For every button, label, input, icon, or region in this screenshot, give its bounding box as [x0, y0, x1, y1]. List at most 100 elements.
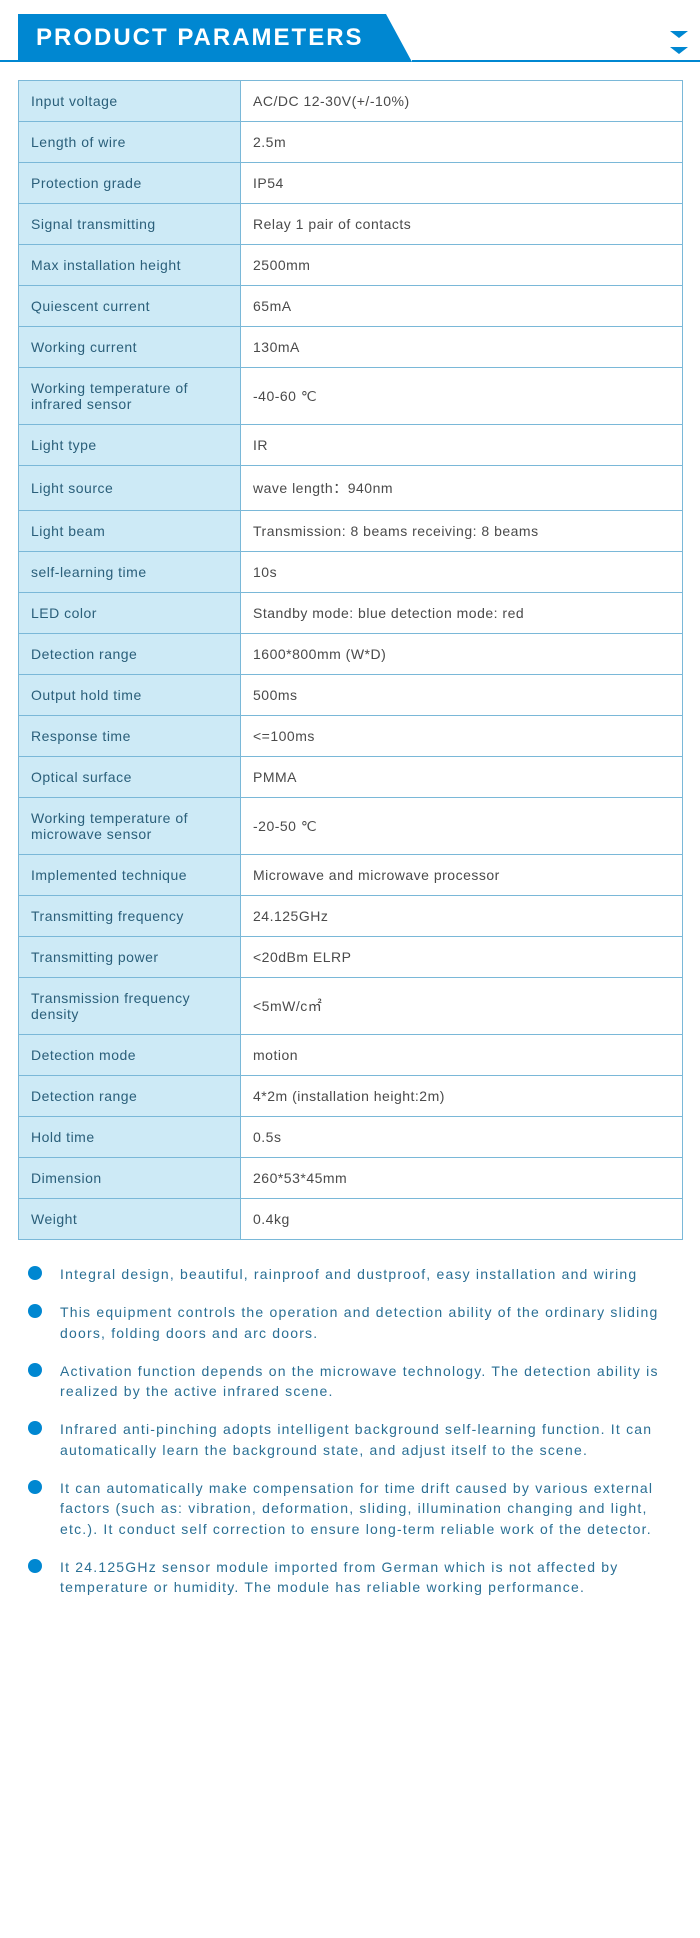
param-label: Working current — [19, 327, 241, 368]
param-label: Output hold time — [19, 675, 241, 716]
table-row: self-learning time10s — [19, 552, 683, 593]
bullet-text: It 24.125GHz sensor module imported from… — [60, 1557, 672, 1598]
bullet-text: This equipment controls the operation an… — [60, 1302, 672, 1343]
param-label: Light source — [19, 466, 241, 511]
bullet-text: Infrared anti-pinching adopts intelligen… — [60, 1419, 672, 1460]
table-row: Transmitting power<20dBm ELRP — [19, 937, 683, 978]
param-label: Quiescent current — [19, 286, 241, 327]
param-value: 2500mm — [241, 245, 683, 286]
header-title: PRODUCT PARAMETERS — [18, 14, 386, 62]
param-value: 24.125GHz — [241, 896, 683, 937]
list-item: It can automatically make compensation f… — [28, 1478, 672, 1539]
param-label: Weight — [19, 1199, 241, 1240]
table-row: Input voltageAC/DC 12-30V(+/-10%) — [19, 81, 683, 122]
table-row: LED colorStandby mode: blue detection mo… — [19, 593, 683, 634]
table-row: Working temperature of infrared sensor-4… — [19, 368, 683, 425]
param-value: 0.4kg — [241, 1199, 683, 1240]
table-row: Working temperature of microwave sensor-… — [19, 798, 683, 855]
table-row: Light beamTransmission: 8 beams receivin… — [19, 511, 683, 552]
table-row: Detection modemotion — [19, 1035, 683, 1076]
param-value: <=100ms — [241, 716, 683, 757]
param-label: Light beam — [19, 511, 241, 552]
param-value: IR — [241, 425, 683, 466]
table-row: Transmission frequency density<5mW/c㎡ — [19, 978, 683, 1035]
param-value: Relay 1 pair of contacts — [241, 204, 683, 245]
param-value: 2.5m — [241, 122, 683, 163]
list-item: It 24.125GHz sensor module imported from… — [28, 1557, 672, 1598]
param-value: -40-60 ℃ — [241, 368, 683, 425]
param-value: Microwave and microwave processor — [241, 855, 683, 896]
list-item: Activation function depends on the micro… — [28, 1361, 672, 1402]
param-label: Detection range — [19, 634, 241, 675]
bullet-dot-icon — [28, 1559, 42, 1573]
bullet-dot-icon — [28, 1304, 42, 1318]
param-value: Transmission: 8 beams receiving: 8 beams — [241, 511, 683, 552]
param-label: LED color — [19, 593, 241, 634]
param-label: Working temperature of microwave sensor — [19, 798, 241, 855]
chevron-down-icon — [670, 30, 688, 54]
param-value: 500ms — [241, 675, 683, 716]
param-value: 0.5s — [241, 1117, 683, 1158]
param-label: self-learning time — [19, 552, 241, 593]
table-row: Length of wire2.5m — [19, 122, 683, 163]
param-value: 4*2m (installation height:2m) — [241, 1076, 683, 1117]
param-label: Light type — [19, 425, 241, 466]
header-rule — [412, 14, 700, 62]
table-row: Weight0.4kg — [19, 1199, 683, 1240]
list-item: Infrared anti-pinching adopts intelligen… — [28, 1419, 672, 1460]
param-label: Dimension — [19, 1158, 241, 1199]
table-row: Light typeIR — [19, 425, 683, 466]
section-header: PRODUCT PARAMETERS — [0, 14, 700, 62]
bullet-dot-icon — [28, 1421, 42, 1435]
table-row: Detection range4*2m (installation height… — [19, 1076, 683, 1117]
table-row: Dimension260*53*45mm — [19, 1158, 683, 1199]
bullet-dot-icon — [28, 1363, 42, 1377]
feature-bullets: Integral design, beautiful, rainproof an… — [28, 1264, 672, 1598]
param-value: 65mA — [241, 286, 683, 327]
param-label: Length of wire — [19, 122, 241, 163]
table-row: Response time<=100ms — [19, 716, 683, 757]
list-item: This equipment controls the operation an… — [28, 1302, 672, 1343]
param-label: Signal transmitting — [19, 204, 241, 245]
param-label: Detection range — [19, 1076, 241, 1117]
header-pad — [0, 14, 18, 62]
param-label: Transmission frequency density — [19, 978, 241, 1035]
table-row: Output hold time500ms — [19, 675, 683, 716]
bullet-text: Activation function depends on the micro… — [60, 1361, 672, 1402]
list-item: Integral design, beautiful, rainproof an… — [28, 1264, 672, 1284]
table-row: Working current130mA — [19, 327, 683, 368]
param-label: Transmitting frequency — [19, 896, 241, 937]
bullet-dot-icon — [28, 1266, 42, 1280]
param-value: 260*53*45mm — [241, 1158, 683, 1199]
table-row: Protection gradeIP54 — [19, 163, 683, 204]
param-label: Input voltage — [19, 81, 241, 122]
param-value: Standby mode: blue detection mode: red — [241, 593, 683, 634]
param-label: Detection mode — [19, 1035, 241, 1076]
param-value: PMMA — [241, 757, 683, 798]
param-value: <20dBm ELRP — [241, 937, 683, 978]
param-value: 10s — [241, 552, 683, 593]
param-value: 130mA — [241, 327, 683, 368]
param-label: Protection grade — [19, 163, 241, 204]
param-value: AC/DC 12-30V(+/-10%) — [241, 81, 683, 122]
table-row: Quiescent current65mA — [19, 286, 683, 327]
param-label: Hold time — [19, 1117, 241, 1158]
table-row: Transmitting frequency24.125GHz — [19, 896, 683, 937]
bullet-dot-icon — [28, 1480, 42, 1494]
table-row: Optical surfacePMMA — [19, 757, 683, 798]
parameters-table: Input voltageAC/DC 12-30V(+/-10%)Length … — [18, 80, 683, 1240]
param-label: Max installation height — [19, 245, 241, 286]
table-row: Hold time0.5s — [19, 1117, 683, 1158]
param-label: Working temperature of infrared sensor — [19, 368, 241, 425]
table-row: Implemented techniqueMicrowave and micro… — [19, 855, 683, 896]
param-value: wave length：940nm — [241, 466, 683, 511]
param-label: Implemented technique — [19, 855, 241, 896]
param-value: -20-50 ℃ — [241, 798, 683, 855]
param-label: Response time — [19, 716, 241, 757]
table-row: Detection range1600*800mm (W*D) — [19, 634, 683, 675]
param-label: Optical surface — [19, 757, 241, 798]
header-slope — [386, 14, 412, 62]
bullet-text: It can automatically make compensation f… — [60, 1478, 672, 1539]
bullet-text: Integral design, beautiful, rainproof an… — [60, 1264, 672, 1284]
param-value: motion — [241, 1035, 683, 1076]
